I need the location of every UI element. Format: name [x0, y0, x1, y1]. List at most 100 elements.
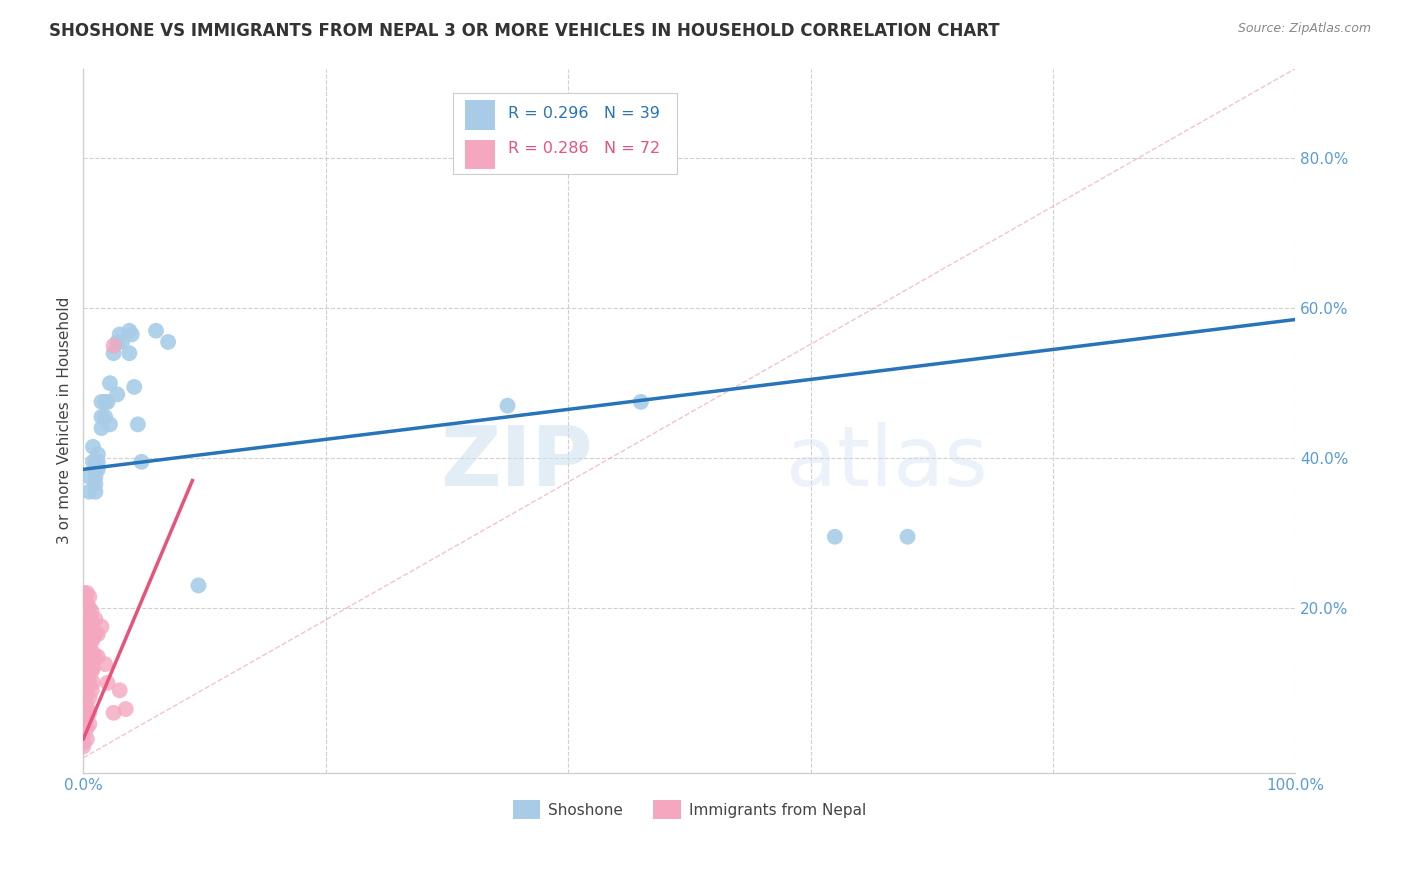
Point — [84, 470, 107, 484]
Point — [72, 698, 94, 713]
Point — [98, 417, 121, 432]
Point — [103, 339, 125, 353]
Point — [82, 676, 104, 690]
Point — [84, 627, 107, 641]
Point — [82, 661, 104, 675]
Point — [824, 530, 846, 544]
Point — [79, 717, 101, 731]
Point — [157, 334, 180, 349]
Text: ZIP: ZIP — [440, 423, 592, 503]
Point — [187, 578, 209, 592]
Point — [76, 698, 98, 713]
Text: SHOSHONE VS IMMIGRANTS FROM NEPAL 3 OR MORE VEHICLES IN HOUSEHOLD CORRELATION CH: SHOSHONE VS IMMIGRANTS FROM NEPAL 3 OR M… — [49, 22, 1000, 40]
Point — [79, 601, 101, 615]
Point — [72, 601, 94, 615]
Point — [103, 706, 125, 720]
Point — [76, 642, 98, 657]
Point — [80, 665, 103, 679]
Point — [121, 327, 143, 342]
Point — [108, 327, 131, 342]
Bar — [465, 100, 495, 130]
Point — [72, 721, 94, 735]
Point — [84, 462, 107, 476]
Point — [72, 586, 94, 600]
Point — [72, 620, 94, 634]
Point — [87, 447, 110, 461]
Point — [72, 690, 94, 705]
Point — [520, 121, 543, 136]
Point — [72, 668, 94, 682]
Text: R = 0.286   N = 72: R = 0.286 N = 72 — [508, 141, 659, 156]
Point — [72, 739, 94, 754]
Point — [76, 586, 98, 600]
Point — [118, 324, 141, 338]
Point — [896, 530, 918, 544]
FancyBboxPatch shape — [453, 93, 678, 174]
Point — [84, 455, 107, 469]
Point — [114, 702, 136, 716]
Text: Source: ZipAtlas.com: Source: ZipAtlas.com — [1237, 22, 1371, 36]
Point — [79, 590, 101, 604]
Point — [72, 676, 94, 690]
Point — [87, 455, 110, 469]
Point — [72, 714, 94, 728]
Point — [90, 620, 112, 634]
Point — [90, 421, 112, 435]
Point — [98, 376, 121, 391]
Point — [72, 634, 94, 648]
Point — [131, 455, 153, 469]
Point — [105, 334, 128, 349]
Point — [76, 665, 98, 679]
Point — [72, 653, 94, 667]
Point — [80, 683, 103, 698]
Point — [80, 620, 103, 634]
Point — [79, 676, 101, 690]
Point — [80, 649, 103, 664]
Point — [87, 462, 110, 476]
Point — [105, 387, 128, 401]
Point — [496, 399, 519, 413]
Point — [79, 706, 101, 720]
Point — [79, 690, 101, 705]
Point — [96, 395, 118, 409]
Point — [82, 646, 104, 660]
Point — [94, 657, 117, 672]
Point — [72, 706, 94, 720]
Point — [76, 732, 98, 747]
Point — [72, 728, 94, 742]
Point — [79, 653, 101, 667]
Point — [72, 590, 94, 604]
Point — [84, 612, 107, 626]
Point — [84, 477, 107, 491]
Point — [79, 612, 101, 626]
Point — [76, 653, 98, 667]
Point — [76, 608, 98, 623]
Point — [96, 676, 118, 690]
Point — [127, 417, 149, 432]
Point — [72, 627, 94, 641]
Point — [79, 627, 101, 641]
Point — [82, 631, 104, 645]
Point — [76, 620, 98, 634]
Point — [118, 346, 141, 360]
Point — [84, 649, 107, 664]
Point — [76, 676, 98, 690]
Point — [72, 593, 94, 607]
Point — [94, 395, 117, 409]
Point — [76, 631, 98, 645]
Point — [94, 409, 117, 424]
Point — [76, 597, 98, 611]
Point — [82, 615, 104, 630]
Point — [76, 709, 98, 723]
Point — [72, 661, 94, 675]
Point — [84, 484, 107, 499]
Point — [82, 455, 104, 469]
Point — [72, 612, 94, 626]
Point — [72, 642, 94, 657]
Point — [145, 324, 167, 338]
Point — [87, 649, 110, 664]
Bar — [465, 140, 495, 169]
Point — [87, 627, 110, 641]
Point — [79, 470, 101, 484]
Point — [111, 334, 134, 349]
